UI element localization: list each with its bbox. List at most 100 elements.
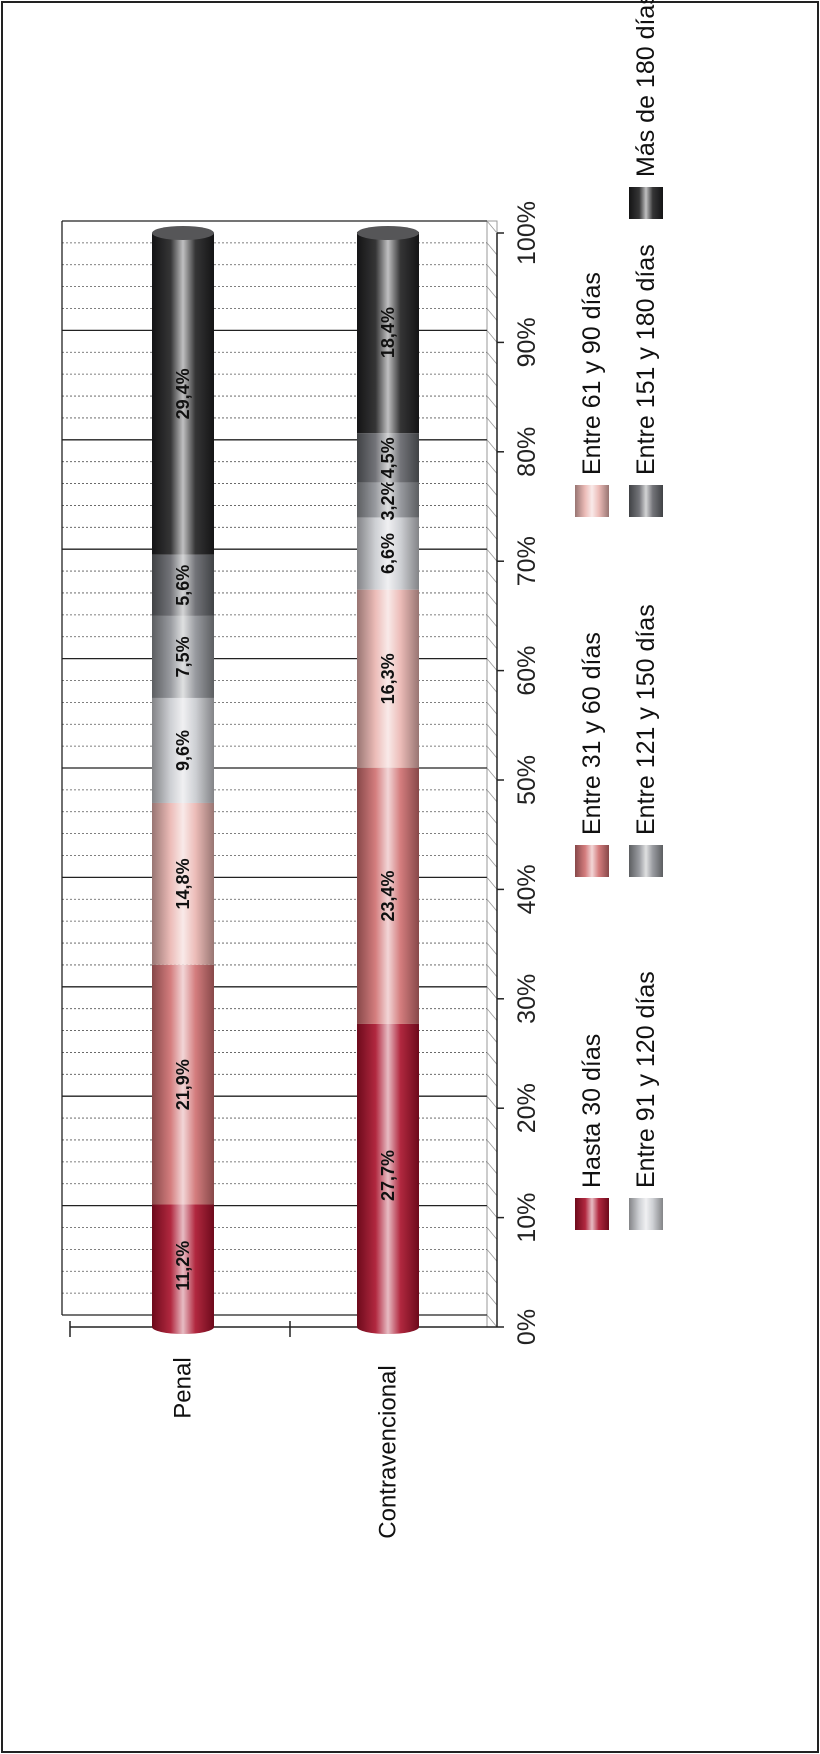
gridline-wall	[486, 527, 498, 540]
gridline-wall	[486, 1292, 498, 1306]
bar-segment	[152, 802, 214, 965]
gridline-wall	[486, 942, 498, 956]
gridline-wall	[486, 1161, 498, 1175]
bar-data-label: 23,4%	[378, 870, 398, 921]
plot-area: 0% 10% 20% 30% 40% 50% 60% 70% 80% 90% 100% Penal Co…	[61, 201, 541, 1539]
legend-swatch	[629, 1198, 663, 1230]
gridline-wall	[486, 483, 498, 496]
gridline-wall	[486, 264, 498, 278]
gridline-wall	[486, 1117, 498, 1131]
gridline-wall	[486, 439, 498, 453]
bar-data-label: 27,7%	[378, 1150, 398, 1201]
legend-label: Entre 31 y 60 días	[578, 632, 606, 835]
bar-segment	[357, 482, 419, 518]
gridline-wall	[486, 330, 498, 343]
gridline-wall	[486, 745, 498, 759]
bar-data-label: 9,6%	[173, 730, 193, 771]
gridline-wall	[486, 352, 498, 365]
gridline-wall	[486, 833, 498, 846]
value-tick-label: 0%	[513, 1309, 541, 1345]
legend-swatch	[629, 485, 663, 517]
legend-swatch	[575, 1198, 609, 1230]
gridline-wall	[486, 592, 498, 606]
gridline-wall	[486, 964, 498, 978]
gridline-wall	[486, 308, 498, 321]
gridline-wall	[486, 636, 498, 649]
legend-swatch	[575, 485, 609, 517]
value-tick-label: 100%	[513, 201, 541, 265]
bar-data-label: 3,2%	[378, 479, 398, 520]
gridline-wall	[486, 614, 498, 628]
gridline-wall	[486, 373, 498, 387]
category-label: Contravencional	[375, 1365, 402, 1538]
bar-data-label: 29,4%	[173, 368, 193, 419]
gridline-wall	[486, 1030, 498, 1043]
bar-data-label: 7,5%	[173, 636, 193, 677]
bar-data-label: 14,8%	[173, 858, 193, 909]
legend-label: Entre 61 y 90 días	[578, 272, 606, 475]
gridline-wall	[486, 1314, 498, 1328]
gridline-wall	[486, 767, 498, 781]
category-label: Penal	[170, 1357, 197, 1418]
gridline-wall	[486, 1052, 498, 1065]
gridline-wall	[486, 1249, 498, 1262]
bar-segment	[152, 615, 214, 698]
bar-segment	[152, 554, 214, 616]
gridline-wall	[486, 855, 498, 868]
bar-cap-top	[152, 226, 214, 240]
legend-label: Entre 121 y 150 días	[632, 604, 660, 835]
legend-label: Más de 180 días	[632, 0, 660, 177]
bar-cap-bottom	[152, 1320, 214, 1334]
gridline-wall	[486, 505, 498, 518]
gridline-wall	[486, 877, 498, 890]
bar-data-label: 21,9%	[173, 1059, 193, 1110]
gridline-wall	[486, 723, 498, 737]
gridline-wall	[486, 680, 498, 693]
bar-segment	[357, 433, 419, 483]
bar-segment	[357, 517, 419, 590]
gridline-wall	[486, 570, 498, 584]
legend: Hasta 30 días Entre 31 y 60 días Entre 61 …	[575, 0, 663, 1230]
value-tick-label: 20%	[513, 1083, 541, 1133]
legend-swatch	[629, 187, 663, 219]
bar-data-label: 6,6%	[378, 533, 398, 574]
value-tick-label: 10%	[513, 1193, 541, 1243]
gridline-wall	[486, 1008, 498, 1021]
gridline-wall	[486, 220, 498, 234]
gridline-wall	[486, 1227, 498, 1240]
gridline-wall	[486, 461, 498, 474]
gridline-wall	[486, 548, 498, 562]
bar-segment	[152, 1204, 214, 1327]
value-tick-label: 30%	[513, 974, 541, 1024]
gridline-wall	[486, 899, 498, 912]
bar-cap-bottom	[357, 1320, 419, 1334]
legend-swatch	[629, 845, 663, 877]
gridline-wall	[486, 417, 498, 431]
bar-segment	[152, 964, 214, 1205]
gridline-wall	[486, 286, 498, 299]
bar-segment	[152, 697, 214, 803]
bar-segment	[357, 1023, 419, 1327]
value-tick-label: 80%	[513, 427, 541, 477]
value-tick-label: 40%	[513, 864, 541, 914]
bar-segment	[152, 233, 214, 555]
bar-data-label: 16,3%	[378, 653, 398, 704]
bar-data-label: 11,2%	[173, 1241, 193, 1291]
gridline-wall	[486, 986, 498, 1000]
gridline-wall	[486, 658, 498, 671]
gridline-wall	[486, 920, 498, 934]
gridline-wall	[486, 811, 498, 825]
gridline-wall	[486, 1139, 498, 1153]
bar-data-label: 18,4%	[378, 307, 398, 358]
bar-segment	[357, 589, 419, 768]
gridline-wall	[486, 1183, 498, 1196]
bar-cap-top	[357, 226, 419, 240]
gridline-wall	[486, 1074, 498, 1087]
gridline-wall	[486, 395, 498, 409]
value-tick-label: 70%	[513, 536, 541, 586]
bar-data-label: 4,5%	[378, 437, 398, 478]
gridline-wall	[486, 702, 498, 715]
legend-label: Entre 151 y 180 días	[632, 244, 660, 475]
legend-label: Hasta 30 días	[578, 1034, 606, 1188]
